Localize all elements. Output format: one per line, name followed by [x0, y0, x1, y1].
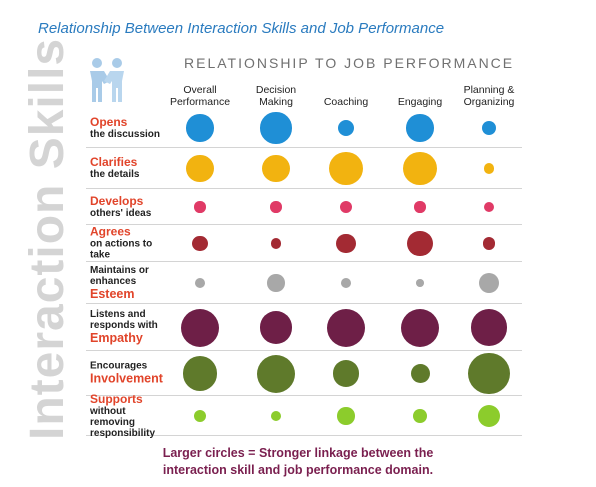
- bubble-coaching: [337, 407, 355, 425]
- bubble-engaging: [413, 409, 427, 423]
- bubble-engaging: [414, 201, 426, 213]
- bubble-planning-organizing: [483, 201, 495, 213]
- column-header-line: Performance: [169, 96, 231, 108]
- bubble-engaging: [410, 364, 430, 383]
- bubble-overall-performance: [186, 154, 214, 183]
- bubble-engaging: [407, 230, 433, 257]
- column-header-line: Making: [259, 96, 293, 108]
- skill-row: Listens and responds with Empathy: [86, 304, 522, 351]
- skill-row: Agrees on actions to take: [86, 225, 522, 262]
- column-header: Planning & Organizing: [447, 84, 531, 108]
- skill-row: Clarifies the details: [86, 148, 522, 189]
- skill-label-prefix: Encourages: [90, 360, 148, 372]
- column-header-line: Planning &: [463, 84, 515, 96]
- skill-label-emphasis: Clarifies: [90, 155, 138, 169]
- bubble-decision-making: [270, 238, 282, 249]
- skill-label: Encourages Involvement: [90, 361, 163, 386]
- skill-label: Opens the discussion: [90, 114, 161, 140]
- bubble-overall-performance: [192, 235, 208, 252]
- side-label-interaction-skills: Interaction Skills: [21, 37, 74, 440]
- bubble-overall-performance: [182, 356, 218, 391]
- skill-label-prefix: Maintains or enhances: [90, 264, 149, 287]
- column-header: Decision Making: [234, 84, 318, 108]
- bubble-coaching: [327, 308, 365, 347]
- skill-label-emphasis: Esteem: [90, 286, 135, 301]
- skill-row: Maintains or enhances Esteem: [86, 262, 522, 304]
- skill-label-emphasis: Develops: [90, 193, 144, 208]
- skill-label-emphasis: Supports: [90, 391, 143, 406]
- bubble-decision-making: [260, 112, 292, 144]
- column-header-line: Coaching: [323, 96, 369, 108]
- column-header-line: Overall: [183, 84, 217, 96]
- bubble-decision-making: [259, 311, 293, 344]
- bubble-engaging: [406, 114, 434, 142]
- bubble-engaging: [403, 151, 437, 186]
- bubble-decision-making: [271, 411, 281, 421]
- bubble-planning-organizing: [481, 120, 497, 136]
- skill-label-prefix: Listens and responds with: [90, 309, 158, 331]
- bubble-coaching: [329, 151, 363, 186]
- skill-label: Maintains or enhances Esteem: [90, 265, 170, 301]
- legend-note-line-1: Larger circles = Stronger linkage betwee…: [162, 446, 434, 460]
- bubble-planning-organizing: [477, 404, 500, 427]
- skill-label-suffix: the discussion: [90, 128, 161, 140]
- bubble-overall-performance: [194, 201, 206, 213]
- skill-label: Develops others' ideas: [90, 193, 152, 219]
- bubble-planning-organizing: [483, 163, 495, 174]
- skill-row: Supports without removing responsibility: [86, 391, 522, 439]
- skill-row: Encourages Involvement: [86, 351, 522, 396]
- legend-note: Larger circles = Stronger linkage betwee…: [0, 445, 596, 479]
- chart-title: Relationship Between Interaction Skills …: [38, 20, 445, 37]
- two-people-shaking-hands-icon: [90, 58, 124, 102]
- bubble-coaching: [336, 233, 356, 254]
- skill-label: Clarifies the details: [90, 155, 140, 181]
- bubble-decision-making: [257, 354, 295, 393]
- skill-label-emphasis: Opens: [90, 114, 128, 129]
- bubble-overall-performance: [186, 114, 214, 142]
- skill-row: Opens the discussion: [86, 108, 522, 148]
- bubble-planning-organizing: [468, 352, 510, 395]
- legend-note-line-2: interaction skill and job performance do…: [162, 463, 434, 477]
- bubble-coaching: [341, 278, 351, 288]
- bubble-decision-making: [267, 274, 285, 292]
- column-header-line: Organizing: [463, 96, 515, 108]
- skill-label: Listens and responds with Empathy: [90, 309, 170, 345]
- column-header: Coaching: [304, 96, 388, 108]
- bubble-planning-organizing: [482, 237, 496, 250]
- bubble-engaging: [401, 308, 439, 347]
- bubble-overall-performance: [181, 308, 219, 347]
- column-header-line: Engaging: [397, 96, 443, 108]
- bubble-overall-performance: [195, 278, 205, 288]
- column-header: Engaging: [378, 96, 462, 108]
- bubble-decision-making: [262, 154, 290, 183]
- skill-label-suffix: the details: [90, 169, 140, 180]
- skill-label-emphasis: Agrees: [90, 224, 131, 239]
- bubble-coaching: [339, 200, 353, 214]
- skill-label: Agrees on actions to take: [90, 224, 172, 261]
- column-header: Overall Performance: [158, 84, 242, 108]
- bubble-decision-making: [270, 201, 282, 213]
- skill-label-suffix: on actions to take: [90, 238, 153, 261]
- skill-label-suffix: without removing responsibility: [90, 405, 156, 439]
- skill-label-suffix: others' ideas: [90, 207, 152, 219]
- bubble-planning-organizing: [478, 272, 500, 294]
- bubble-overall-performance: [193, 409, 207, 423]
- skill-label: Supports without removing responsibility: [90, 391, 172, 439]
- skill-label-emphasis: Involvement: [90, 371, 163, 386]
- bubble-engaging: [416, 279, 424, 287]
- bubble-coaching: [332, 360, 360, 387]
- column-header-line: Decision: [255, 84, 297, 96]
- relationship-header: RELATIONSHIP TO JOB PERFORMANCE: [184, 55, 515, 71]
- skill-row: Develops others' ideas: [86, 189, 522, 225]
- bubble-coaching: [338, 120, 354, 136]
- bubble-planning-organizing: [470, 309, 508, 346]
- skill-label-emphasis: Empathy: [90, 331, 143, 345]
